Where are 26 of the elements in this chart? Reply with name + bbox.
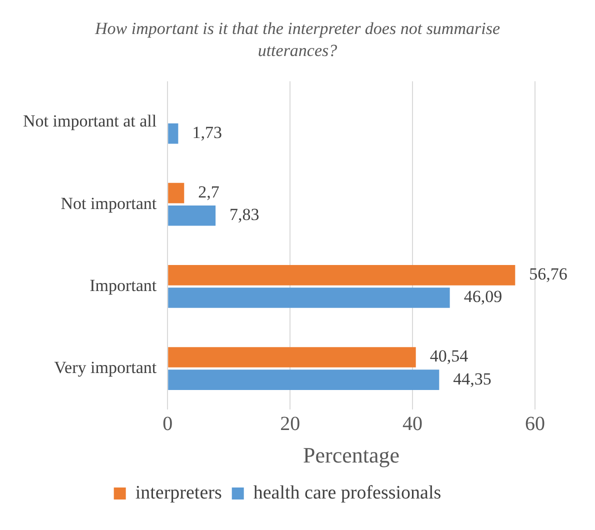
data-label: 46,09 (464, 287, 502, 306)
x-tick-label: 60 (525, 412, 545, 435)
y-tick-label: Not important at all (23, 112, 157, 131)
y-tick-label: Important (90, 276, 157, 295)
x-tick-label: 0 (162, 412, 173, 435)
y-tick-label: Not important (60, 194, 157, 213)
legend-label: health care professionals (253, 482, 442, 504)
chart-title: How important is it that the interpreter does not summarise utterances? (94, 18, 501, 62)
x-axis-title: Percentage (303, 442, 400, 468)
bar (168, 182, 184, 204)
bar (168, 347, 416, 368)
x-tick-label: 40 (402, 412, 423, 435)
data-label: 40,54 (430, 346, 469, 366)
bar (168, 288, 450, 308)
data-label: 2,7 (198, 182, 220, 202)
y-tick-label: Very important (54, 358, 157, 378)
bar (168, 265, 516, 286)
bar (168, 370, 440, 390)
bar (168, 205, 216, 226)
data-label: 7,83 (230, 205, 260, 224)
data-label: 44,35 (453, 369, 492, 388)
bar (168, 123, 178, 144)
x-tick-label: 20 (280, 412, 300, 435)
data-label: 56,76 (529, 264, 568, 284)
data-label: 1,73 (192, 123, 222, 142)
legend-label: interpreters (135, 482, 222, 504)
